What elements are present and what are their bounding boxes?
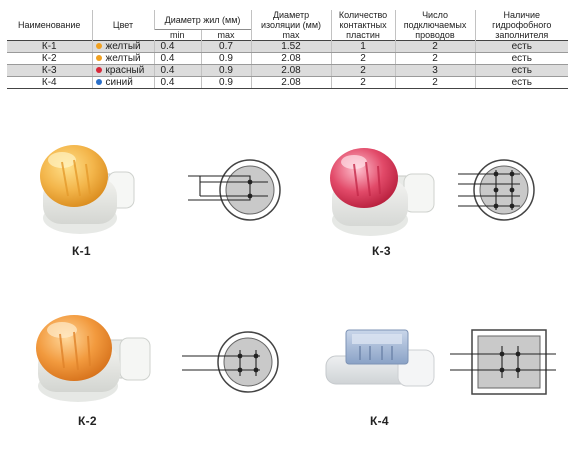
wiring-diagram-k4 — [450, 329, 556, 395]
color-dot-icon — [95, 55, 102, 61]
color-dot-icon — [95, 43, 102, 49]
cell-gel: есть — [474, 52, 569, 65]
header-wires-line2: подключаемых — [403, 20, 467, 30]
connector-k4-photo — [325, 329, 435, 387]
table-row: К-2 желтый 0.4 0.9 2.08 2 2 есть — [7, 52, 569, 65]
cell-plates: 2 — [330, 52, 396, 65]
cell-min: 0.4 — [153, 52, 201, 65]
table-row: К-4 синий 0.4 0.9 2.08 2 2 есть — [7, 76, 569, 89]
header-insulation: Диаметр изоляции (мм) max — [250, 10, 332, 41]
product-k4-figure — [325, 329, 556, 395]
cell-color: желтый — [91, 52, 154, 65]
cell-color: желтый — [91, 40, 154, 53]
cell-name: К-4 — [7, 76, 92, 89]
cell-gel: есть — [474, 64, 569, 77]
cell-insulation: 2.08 — [250, 52, 332, 65]
product-k1-figure — [40, 145, 281, 234]
color-dot-icon — [95, 79, 102, 85]
header-plates-line2: контактных — [339, 20, 387, 30]
header-insulation-line2: изоляции (мм) — [260, 20, 322, 30]
table-row: К-3 красный 0.4 0.9 2.08 2 3 есть — [7, 64, 569, 77]
cell-gel: есть — [474, 40, 569, 53]
cell-max: 0.7 — [200, 40, 252, 53]
header-gel-line2: гидрофобного — [492, 20, 552, 30]
cell-plates: 1 — [330, 40, 396, 53]
product-k2-label: К-2 — [78, 414, 97, 428]
header-gel-line3: заполнителя — [495, 30, 549, 40]
header-gel-line1: Наличие — [503, 10, 541, 20]
cell-name: К-2 — [7, 52, 92, 65]
product-k2-figure — [36, 315, 279, 402]
cell-insulation: 2.08 — [250, 76, 332, 89]
header-wires-line1: Число — [422, 10, 448, 20]
header-min: min — [154, 29, 201, 41]
cell-name: К-1 — [7, 40, 92, 53]
product-k1-label: К-1 — [72, 244, 91, 258]
product-k3-figure — [330, 148, 535, 236]
cell-wires: 2 — [394, 52, 476, 65]
product-k3: К-3 — [298, 132, 566, 272]
cell-color: красный — [91, 64, 154, 77]
cell-min: 0.4 — [153, 64, 201, 77]
header-wires: Число подключаемых проводов — [394, 10, 476, 41]
cell-gel: есть — [474, 76, 569, 89]
cell-color-text: красный — [105, 65, 145, 76]
header-wires-line3: проводов — [415, 30, 455, 40]
cell-insulation: 1.52 — [250, 40, 332, 53]
color-dot-icon — [95, 67, 102, 73]
header-plates-line3: пластин — [346, 30, 380, 40]
connector-k1-photo — [40, 145, 135, 234]
cell-min: 0.4 — [153, 76, 201, 89]
wiring-diagram-k1 — [188, 159, 281, 221]
header-max: max — [200, 29, 252, 41]
header-plates: Количество контактных пластин — [330, 10, 396, 41]
wiring-diagram-k3 — [458, 159, 535, 221]
cell-color-text: желтый — [105, 41, 141, 52]
connector-k2-photo — [36, 315, 151, 402]
product-k2: К-2 — [10, 300, 279, 440]
cell-max: 0.9 — [200, 76, 252, 89]
header-gel: Наличие гидрофобного заполнителя — [474, 10, 569, 41]
header-color: Цвет — [91, 10, 154, 41]
cell-color-text: синий — [105, 77, 133, 88]
cell-color-text: желтый — [105, 53, 141, 64]
wiring-diagram-k2 — [182, 331, 279, 393]
header-insulation-line3: max — [282, 30, 300, 40]
cell-name: К-3 — [7, 64, 92, 77]
cell-plates: 2 — [330, 76, 396, 89]
table-row: К-1 желтый 0.4 0.7 1.52 1 2 есть — [7, 40, 569, 53]
cell-min: 0.4 — [153, 40, 201, 53]
spec-table: Наименование Цвет Диаметр жил (мм) Диаме… — [7, 10, 569, 89]
cell-plates: 2 — [330, 64, 396, 77]
cell-wires: 2 — [394, 76, 476, 89]
product-k1: К-1 — [10, 132, 281, 272]
product-k3-label: К-3 — [372, 244, 391, 258]
header-core-diameter: Диаметр жил (мм) — [153, 10, 252, 30]
cell-insulation: 2.08 — [250, 64, 332, 77]
cell-max: 0.9 — [200, 64, 252, 77]
cell-wires: 2 — [394, 40, 476, 53]
product-k4: К-4 — [298, 300, 566, 440]
cell-wires: 3 — [394, 64, 476, 77]
cell-color: синий — [91, 76, 154, 89]
cell-max: 0.9 — [200, 52, 252, 65]
header-plates-line1: Количество — [338, 10, 388, 20]
header-insulation-line1: Диаметр — [272, 10, 310, 20]
header-name: Наименование — [18, 20, 81, 30]
connector-k3-photo — [330, 148, 435, 236]
product-k4-label: К-4 — [370, 414, 389, 428]
